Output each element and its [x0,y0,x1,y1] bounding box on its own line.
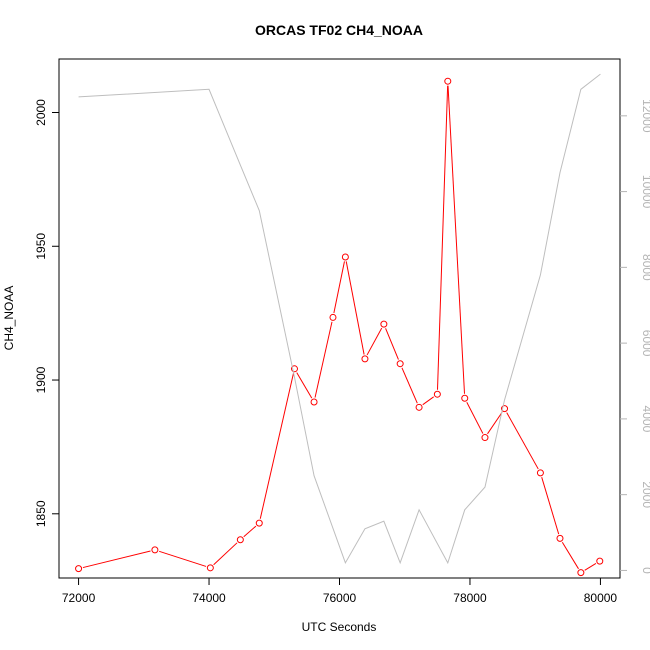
x-tick-label: 78000 [453,591,487,605]
x-tick-label: 76000 [323,591,357,605]
ch4-data-point [577,569,585,577]
ch4-data-point [396,360,404,368]
ch4-line-segment [487,412,503,435]
ch4-line-segment [345,261,365,355]
x-tick-label: 80000 [584,591,618,605]
ch4-data-point [236,536,244,544]
ch4-data-point [380,320,388,328]
ch4-line-segment [159,550,207,567]
y2-tick-label: 12000 [640,99,650,133]
ch4-data-point [415,403,423,411]
ch4-line-segment [385,328,399,360]
ch4-data-point [255,519,263,527]
ch4-line-segment [506,412,539,470]
ch4-data-point [433,390,441,398]
ch4-data-point [329,313,337,321]
ch4-data-point [481,434,489,442]
y2-tick-label: 2000 [640,481,650,508]
y-axis-left: 1850 1900 1950 2000 [34,99,59,527]
ch4-data-point [361,355,369,363]
ch4-line-segment [296,372,313,399]
ch4-line-segment [561,541,579,570]
ch4-data-point [596,557,604,565]
ch4-data-point [75,565,83,573]
ch4-line-segment [259,373,294,519]
x-tick-label: 72000 [62,591,96,605]
ch4-line-segment [466,401,484,434]
y-tick-label: 1850 [34,500,48,527]
x-tick-label: 74000 [192,591,226,605]
x-axis: 72000 74000 76000 78000 80000 [62,578,618,605]
ch4-data-point [444,77,452,85]
ch4-line-segment [436,85,449,390]
ch4-line-segment [314,321,333,398]
y2-tick-label: 6000 [640,330,650,357]
ch4-line-segment [213,542,238,566]
ch4-line-segment [243,525,257,538]
ch4-data-point [341,253,349,261]
y-tick-label: 1900 [34,366,48,393]
plot-frame [58,58,621,579]
ch4-line-segment [366,327,383,356]
y-axis-right: 0 2000 4000 6000 8000 10000 12000 [620,99,650,574]
y2-tick-label: 0 [640,567,650,574]
x-axis-label: UTC Seconds [302,620,377,634]
ch4-line-segment [401,367,418,404]
ch4-line-segment [447,85,466,394]
series-layer [75,73,604,577]
y2-tick-label: 10000 [640,175,650,209]
ch4-data-point [461,394,469,402]
ch4-data-point [151,546,159,554]
ch4-line-segment [541,477,560,535]
ch4-data-point [536,469,544,477]
ch4-data-point [556,534,564,542]
ch4-line-segment [333,261,345,314]
ch4-line-segment [584,563,597,571]
y-tick-label: 1950 [34,233,48,260]
ch4-data-point [206,564,214,572]
ch4-data-point [310,398,318,406]
y-tick-label: 2000 [34,99,48,126]
ch4-line-segment [82,550,151,569]
ch4-line-segment [422,396,434,406]
y-axis-label: CH4_NOAA [2,286,16,351]
secondary-series-line [78,73,601,565]
y2-tick-label: 4000 [640,406,650,433]
chart-title: ORCAS TF02 CH4_NOAA [255,22,423,38]
y2-tick-label: 8000 [640,254,650,281]
